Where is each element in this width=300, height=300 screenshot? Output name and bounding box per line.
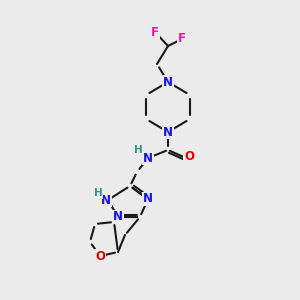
Text: O: O [95, 250, 105, 262]
Text: N: N [163, 76, 173, 88]
Text: N: N [163, 125, 173, 139]
Text: F: F [178, 32, 186, 46]
Text: H: H [94, 188, 102, 198]
Text: N: N [143, 152, 153, 164]
Text: N: N [101, 194, 111, 206]
Text: F: F [151, 26, 159, 38]
Text: O: O [184, 151, 194, 164]
Text: N: N [143, 193, 153, 206]
Text: H: H [134, 145, 142, 155]
Text: N: N [113, 211, 123, 224]
